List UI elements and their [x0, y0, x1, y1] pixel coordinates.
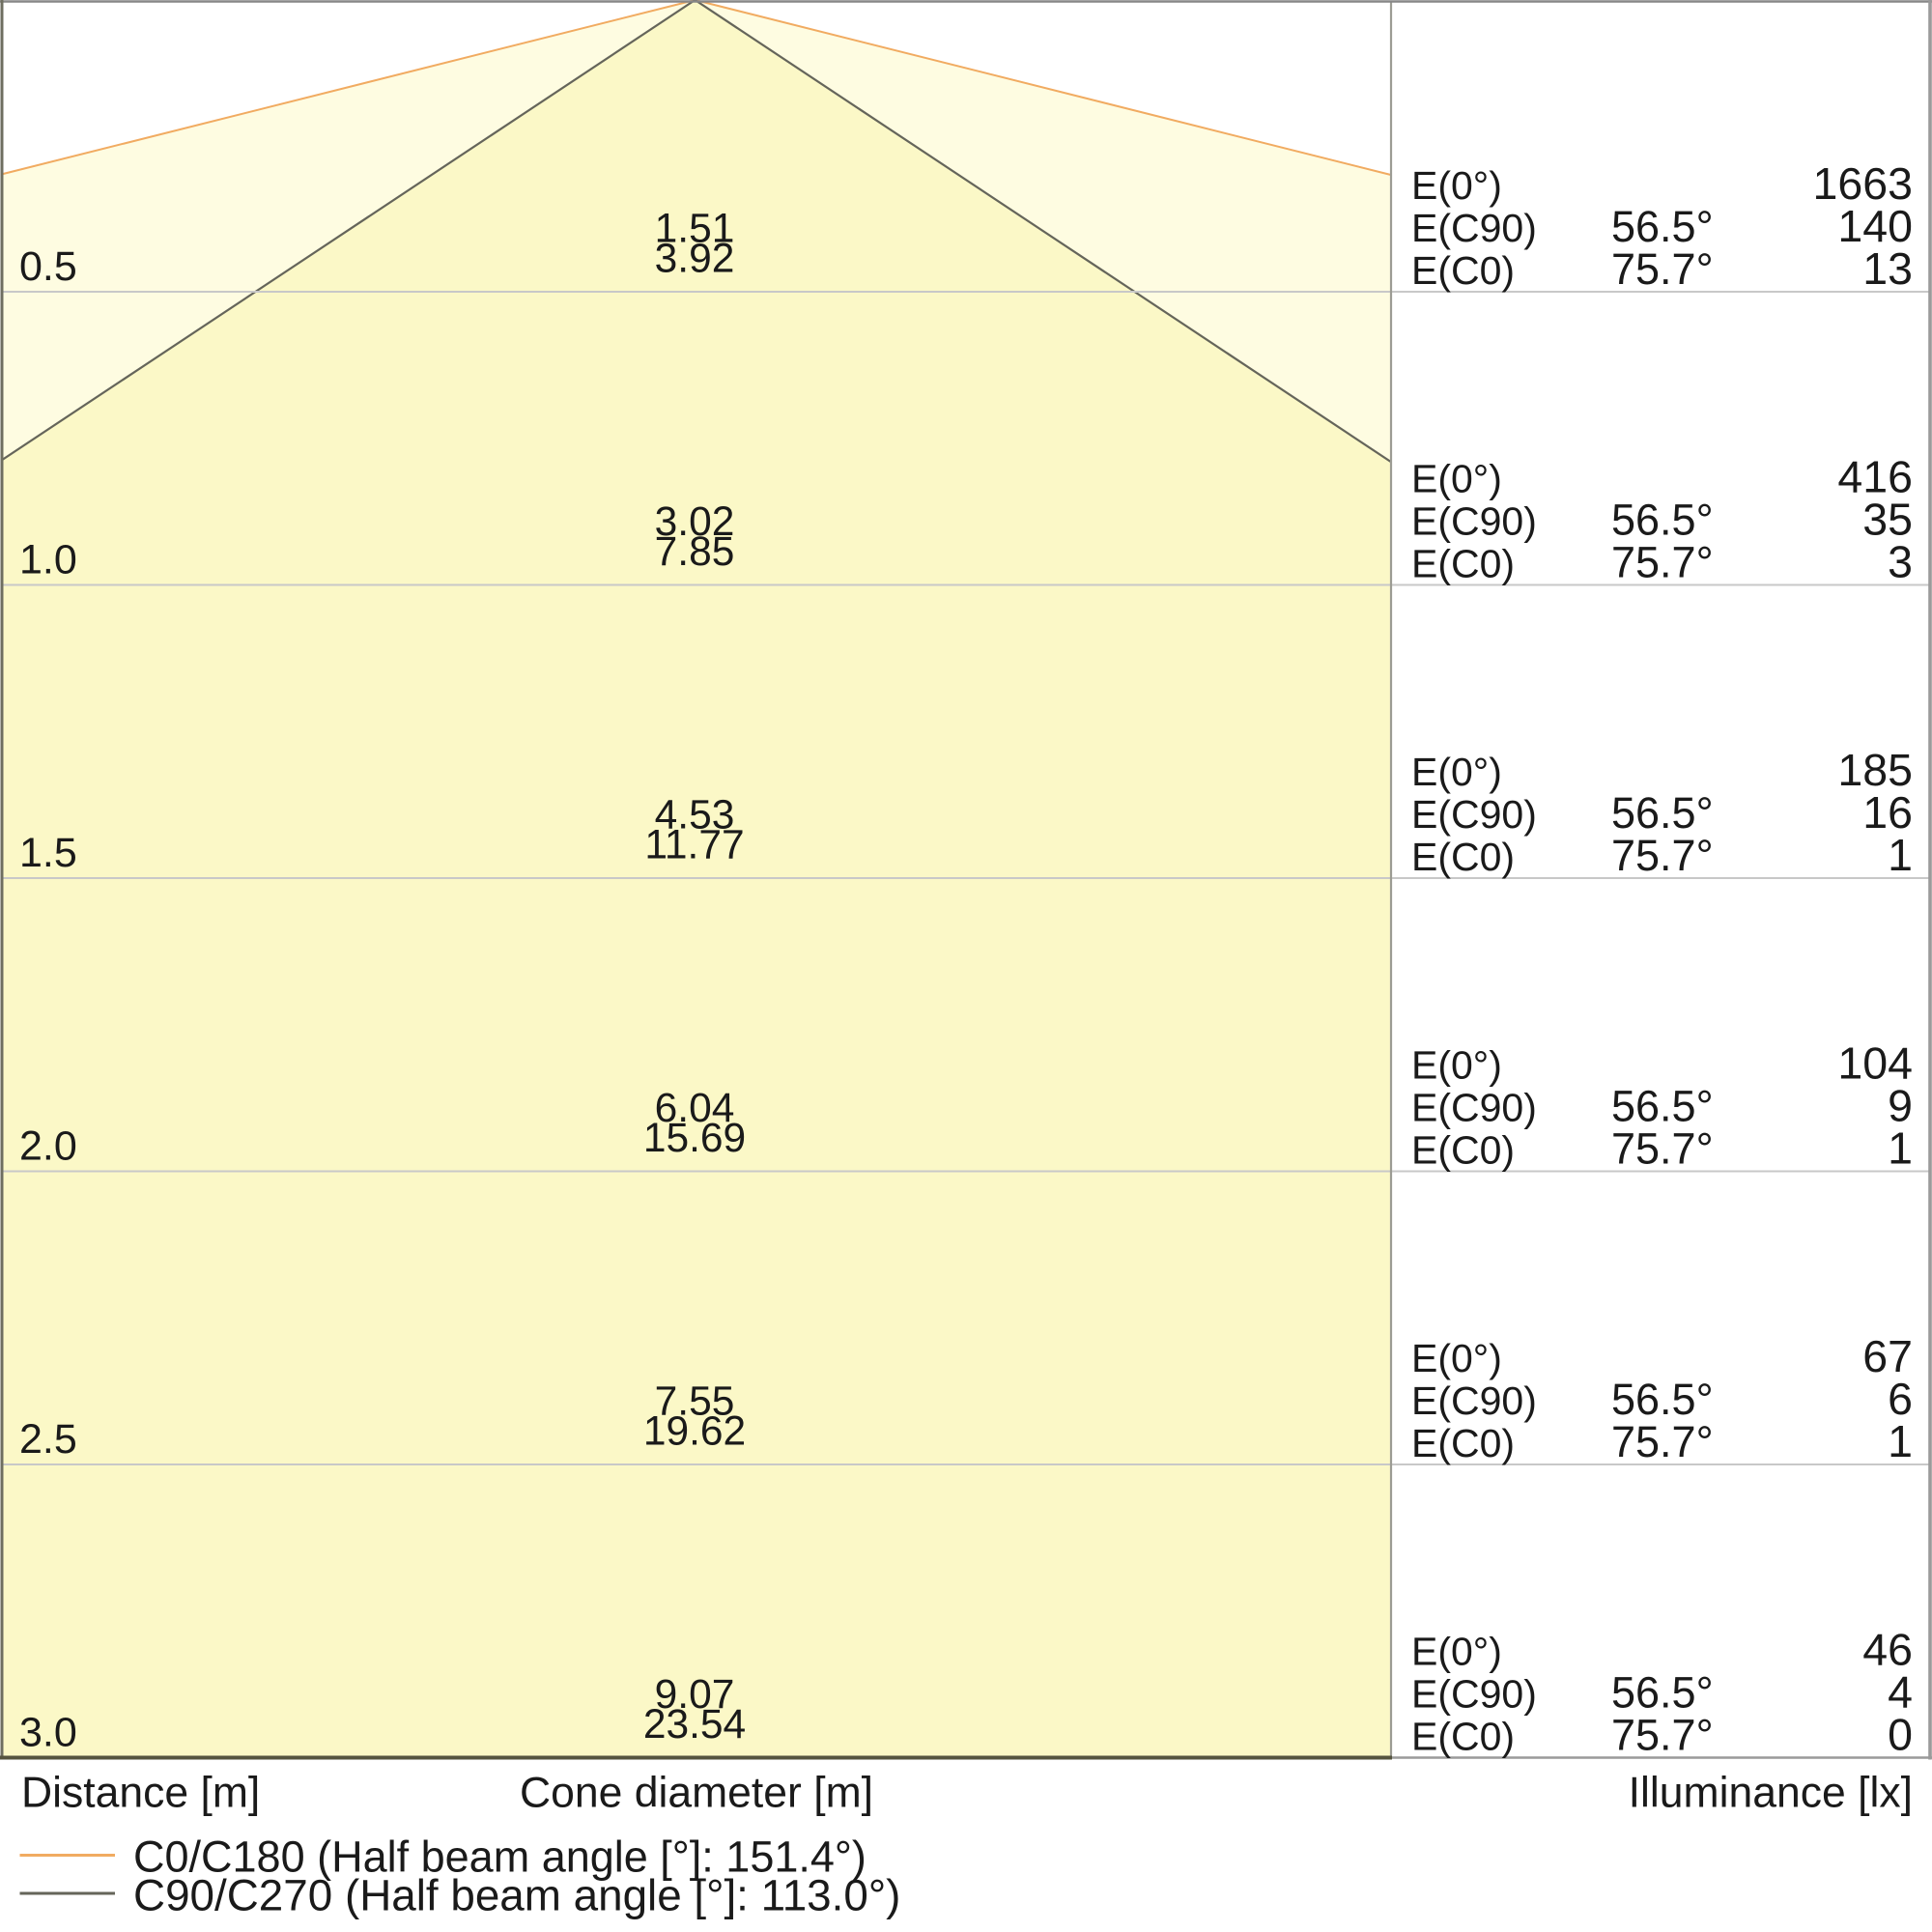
svg-text:E(C90): E(C90) — [1411, 499, 1537, 544]
svg-text:Cone diameter [m]: Cone diameter [m] — [520, 1770, 873, 1817]
svg-text:3.92: 3.92 — [655, 237, 735, 282]
svg-text:0: 0 — [1888, 1710, 1913, 1760]
svg-text:46: 46 — [1862, 1625, 1913, 1675]
svg-text:75.7°: 75.7° — [1611, 538, 1714, 587]
svg-text:75.7°: 75.7° — [1611, 831, 1714, 880]
svg-text:7.55: 7.55 — [655, 1379, 735, 1425]
svg-text:E(C0): E(C0) — [1411, 248, 1515, 293]
svg-text:56.5°: 56.5° — [1611, 788, 1714, 838]
svg-text:E(0°): E(0°) — [1411, 1336, 1502, 1380]
svg-text:E(0°): E(0°) — [1411, 1043, 1502, 1088]
svg-text:75.7°: 75.7° — [1611, 1417, 1714, 1466]
svg-text:6: 6 — [1888, 1374, 1913, 1424]
svg-text:56.5°: 56.5° — [1611, 496, 1714, 545]
svg-text:56.5°: 56.5° — [1611, 1082, 1714, 1131]
svg-text:E(C90): E(C90) — [1411, 792, 1537, 837]
svg-text:1663: 1663 — [1813, 158, 1913, 209]
svg-text:23.54: 23.54 — [643, 1702, 746, 1747]
svg-text:9.07: 9.07 — [655, 1672, 735, 1718]
svg-text:1: 1 — [1888, 1123, 1913, 1174]
svg-text:E(C0): E(C0) — [1411, 1128, 1515, 1173]
svg-text:13: 13 — [1862, 243, 1913, 294]
svg-text:75.7°: 75.7° — [1611, 1711, 1714, 1760]
svg-text:19.62: 19.62 — [643, 1409, 746, 1455]
svg-text:E(C90): E(C90) — [1411, 1378, 1537, 1423]
svg-text:75.7°: 75.7° — [1611, 244, 1714, 294]
svg-text:E(0°): E(0°) — [1411, 750, 1502, 794]
svg-text:3.0: 3.0 — [19, 1710, 77, 1756]
svg-text:E(C90): E(C90) — [1411, 1672, 1537, 1717]
svg-text:75.7°: 75.7° — [1611, 1124, 1714, 1174]
svg-text:E(C90): E(C90) — [1411, 1086, 1537, 1130]
svg-text:3: 3 — [1888, 537, 1913, 587]
svg-text:35: 35 — [1862, 495, 1913, 545]
svg-text:7.85: 7.85 — [655, 529, 735, 575]
svg-text:16: 16 — [1862, 787, 1913, 838]
svg-text:185: 185 — [1837, 745, 1913, 795]
svg-text:4: 4 — [1888, 1667, 1913, 1718]
svg-text:1: 1 — [1888, 830, 1913, 880]
svg-text:2.0: 2.0 — [19, 1123, 77, 1170]
svg-text:E(0°): E(0°) — [1411, 163, 1502, 208]
svg-text:E(C0): E(C0) — [1411, 1421, 1515, 1465]
svg-text:104: 104 — [1837, 1038, 1913, 1089]
svg-text:140: 140 — [1837, 201, 1913, 251]
svg-text:11.77: 11.77 — [644, 823, 744, 868]
svg-text:E(0°): E(0°) — [1411, 457, 1502, 501]
svg-text:4.53: 4.53 — [655, 793, 735, 838]
svg-text:6.04: 6.04 — [655, 1086, 735, 1131]
svg-text:2.5: 2.5 — [19, 1416, 77, 1463]
svg-text:1: 1 — [1888, 1416, 1913, 1466]
svg-text:15.69: 15.69 — [643, 1116, 746, 1161]
svg-text:Distance [m]: Distance [m] — [21, 1770, 260, 1817]
svg-text:56.5°: 56.5° — [1611, 202, 1714, 251]
svg-text:56.5°: 56.5° — [1611, 1668, 1714, 1718]
svg-text:416: 416 — [1837, 452, 1913, 502]
svg-text:E(0°): E(0°) — [1411, 1630, 1502, 1674]
svg-text:E(C0): E(C0) — [1411, 835, 1515, 879]
svg-text:E(C0): E(C0) — [1411, 542, 1515, 586]
svg-text:1.0: 1.0 — [19, 537, 77, 583]
svg-text:0.5: 0.5 — [19, 243, 77, 290]
svg-text:9: 9 — [1888, 1081, 1913, 1131]
svg-text:Illuminance [lx]: Illuminance [lx] — [1629, 1770, 1913, 1817]
svg-text:E(C90): E(C90) — [1411, 206, 1537, 250]
svg-text:C0/C180 (Half beam angle [°]:: C0/C180 (Half beam angle [°]: 151.4°) — [133, 1833, 867, 1882]
svg-text:3.02: 3.02 — [655, 499, 735, 545]
svg-text:67: 67 — [1862, 1331, 1913, 1381]
svg-text:56.5°: 56.5° — [1611, 1375, 1714, 1424]
svg-text:C90/C270 (Half beam angle [°]:: C90/C270 (Half beam angle [°]: 113.0°) — [133, 1871, 900, 1920]
svg-text:1.51: 1.51 — [655, 207, 735, 252]
svg-text:1.5: 1.5 — [19, 830, 77, 876]
svg-text:E(C0): E(C0) — [1411, 1715, 1515, 1759]
